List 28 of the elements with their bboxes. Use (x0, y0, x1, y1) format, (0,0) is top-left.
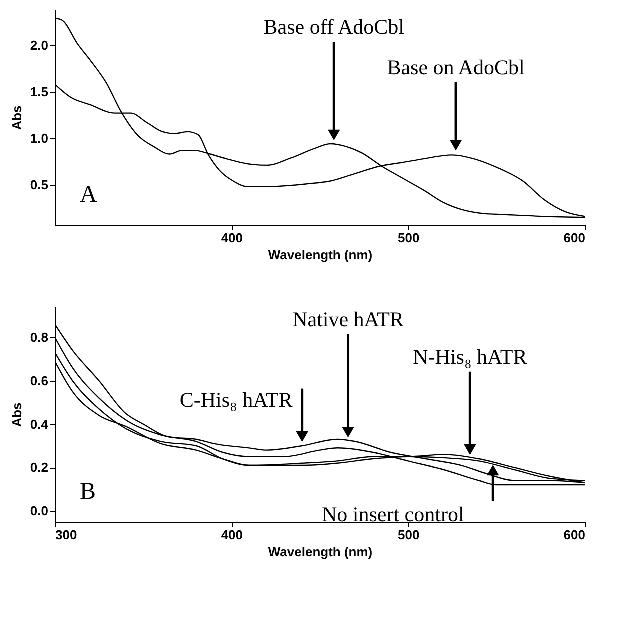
annotation: N-His₈ hATR (413, 344, 528, 369)
annotation: Native hATR (292, 307, 404, 332)
y-axis-title: Abs (9, 402, 24, 428)
x-tick-label: 500 (398, 230, 420, 246)
x-tick-label: 400 (221, 528, 244, 542)
annotation: A (80, 182, 98, 208)
x-tick-label: 300 (56, 528, 78, 542)
annotation: C-His₈ hATR (180, 388, 293, 412)
y-tick-label: 2.0 (30, 38, 48, 53)
x-axis-title: Wavelength (nm) (268, 248, 373, 262)
y-axis-title: Abs (9, 106, 24, 130)
y-tick-label: 1.0 (30, 130, 48, 146)
annotation: Base off AdoCbl (264, 15, 405, 40)
y-tick-label: 0.6 (30, 373, 48, 388)
y-tick-label: 0.5 (30, 177, 48, 192)
y-tick-label: 1.5 (30, 84, 48, 100)
y-tick-label: 0.0 (30, 504, 48, 519)
annotation: Base on AdoCbl (387, 55, 526, 80)
x-tick-label: 500 (398, 528, 420, 542)
x-axis-title: Wavelength (nm) (268, 544, 373, 560)
x-tick-label: 600 (564, 230, 586, 246)
annotation: No insert control (322, 502, 464, 526)
y-tick-label: 0.2 (30, 460, 48, 476)
y-tick-label: 0.4 (30, 416, 50, 432)
x-tick-label: 400 (221, 230, 244, 246)
x-tick-label: 600 (564, 528, 586, 542)
annotation: B (80, 479, 96, 505)
y-tick-label: 0.8 (30, 330, 48, 345)
